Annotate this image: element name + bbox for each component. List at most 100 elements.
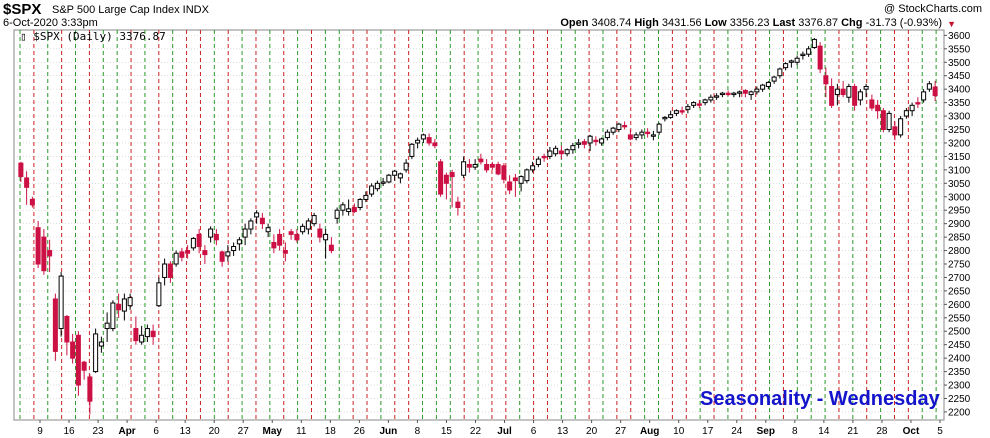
- ticker-symbol: $SPX: [3, 1, 42, 18]
- candle-down: [852, 85, 858, 106]
- x-tick-label: 17: [702, 426, 714, 437]
- candle-up: [748, 91, 754, 96]
- candle-down: [478, 158, 484, 163]
- candle-down: [351, 207, 357, 213]
- candle-legend-icon: ▯: [20, 30, 27, 43]
- candle-down: [52, 298, 58, 352]
- candle-down: [501, 165, 507, 180]
- x-tick-label: 5: [937, 426, 943, 437]
- x-tick-label: 18: [325, 426, 337, 437]
- candle-up: [397, 173, 403, 179]
- candle-up: [800, 53, 806, 57]
- candle-up: [633, 134, 639, 139]
- candle-down: [75, 334, 81, 386]
- candle-up: [248, 220, 254, 230]
- candle-up: [156, 282, 162, 307]
- candle-down: [455, 201, 461, 209]
- y-tick-label: 3200: [948, 138, 971, 149]
- candle-down: [593, 139, 599, 143]
- candle-up: [144, 328, 150, 338]
- candle-down: [426, 137, 432, 144]
- last-label: Last: [772, 17, 796, 29]
- candle-down: [541, 155, 547, 159]
- candle-down: [558, 150, 564, 155]
- candle-up: [783, 63, 789, 69]
- candle-up: [570, 145, 576, 151]
- candle-down: [432, 142, 438, 147]
- candle-down: [317, 228, 323, 238]
- candle-up: [708, 96, 714, 101]
- candle-up: [673, 110, 679, 114]
- candle-down: [932, 86, 938, 97]
- candle-up: [547, 150, 553, 157]
- candle-down: [219, 251, 225, 262]
- x-tick-label: 26: [354, 426, 366, 437]
- candle-up: [323, 233, 329, 241]
- candle-up: [415, 139, 421, 144]
- y-tick-label: 2700: [948, 273, 971, 284]
- candle-down: [64, 315, 70, 343]
- candle-up: [386, 174, 392, 183]
- y-tick-label: 2200: [948, 407, 971, 418]
- candle-up: [162, 263, 168, 278]
- x-tick-label: 28: [876, 426, 888, 437]
- candle-down: [829, 85, 835, 106]
- y-tick-label: 2950: [948, 206, 971, 217]
- candle-up: [909, 104, 915, 112]
- candle-up: [110, 302, 116, 330]
- x-tick-label: 22: [470, 426, 482, 437]
- candle-up: [190, 237, 196, 249]
- chg-value: -31.73 (-0.93%): [865, 17, 942, 29]
- y-tick-label: 3500: [948, 58, 971, 69]
- candle-up: [472, 163, 478, 168]
- candle-up: [737, 91, 743, 94]
- candle-up: [231, 246, 237, 252]
- candle-up: [535, 158, 541, 165]
- x-tick-label: 6: [153, 426, 159, 437]
- candle-up: [834, 88, 840, 96]
- x-tick-label: 6: [531, 426, 537, 437]
- candle-down: [81, 361, 87, 371]
- candle-down: [70, 341, 76, 359]
- candle-down: [869, 99, 875, 109]
- candle-down: [915, 102, 921, 105]
- candle-up: [208, 228, 214, 238]
- x-tick-label: 13: [557, 426, 569, 437]
- candle-down: [466, 163, 472, 168]
- candle-down: [202, 250, 208, 256]
- candle-up: [794, 57, 800, 63]
- candle-up: [616, 123, 622, 131]
- candle-up: [363, 194, 369, 200]
- candle-up: [518, 176, 524, 184]
- x-tick-label: 16: [63, 426, 75, 437]
- x-tick-label: Sep: [757, 426, 775, 437]
- candle-down: [627, 134, 633, 140]
- candle-up: [139, 334, 145, 343]
- candle-up: [58, 275, 64, 330]
- candle-down: [880, 110, 886, 131]
- candle-up: [530, 165, 536, 171]
- candle-down: [116, 303, 122, 311]
- candle-up: [662, 116, 668, 120]
- candle-up: [771, 76, 777, 82]
- y-tick-label: 2250: [948, 394, 971, 405]
- ticker-description: S&P 500 Large Cap Index INDX: [52, 4, 209, 16]
- candle-up: [656, 123, 662, 133]
- candle-down: [213, 233, 219, 241]
- candle-down: [277, 233, 283, 246]
- candle-down: [645, 131, 651, 135]
- candle-up: [846, 85, 852, 98]
- x-tick-label: 27: [238, 426, 250, 437]
- candle-up: [564, 149, 570, 155]
- x-tick-label: 10: [673, 426, 685, 437]
- candle-down: [47, 250, 53, 257]
- candle-down: [840, 88, 846, 96]
- candle-down: [35, 227, 41, 265]
- chg-label: Chg: [841, 17, 863, 29]
- y-tick-label: 3600: [948, 31, 971, 42]
- down-triangle-icon: ▼: [947, 19, 956, 29]
- candle-down: [443, 174, 449, 184]
- x-tick-label: Aug: [640, 426, 659, 437]
- y-tick-label: 3450: [948, 71, 971, 82]
- candle-up: [777, 68, 783, 77]
